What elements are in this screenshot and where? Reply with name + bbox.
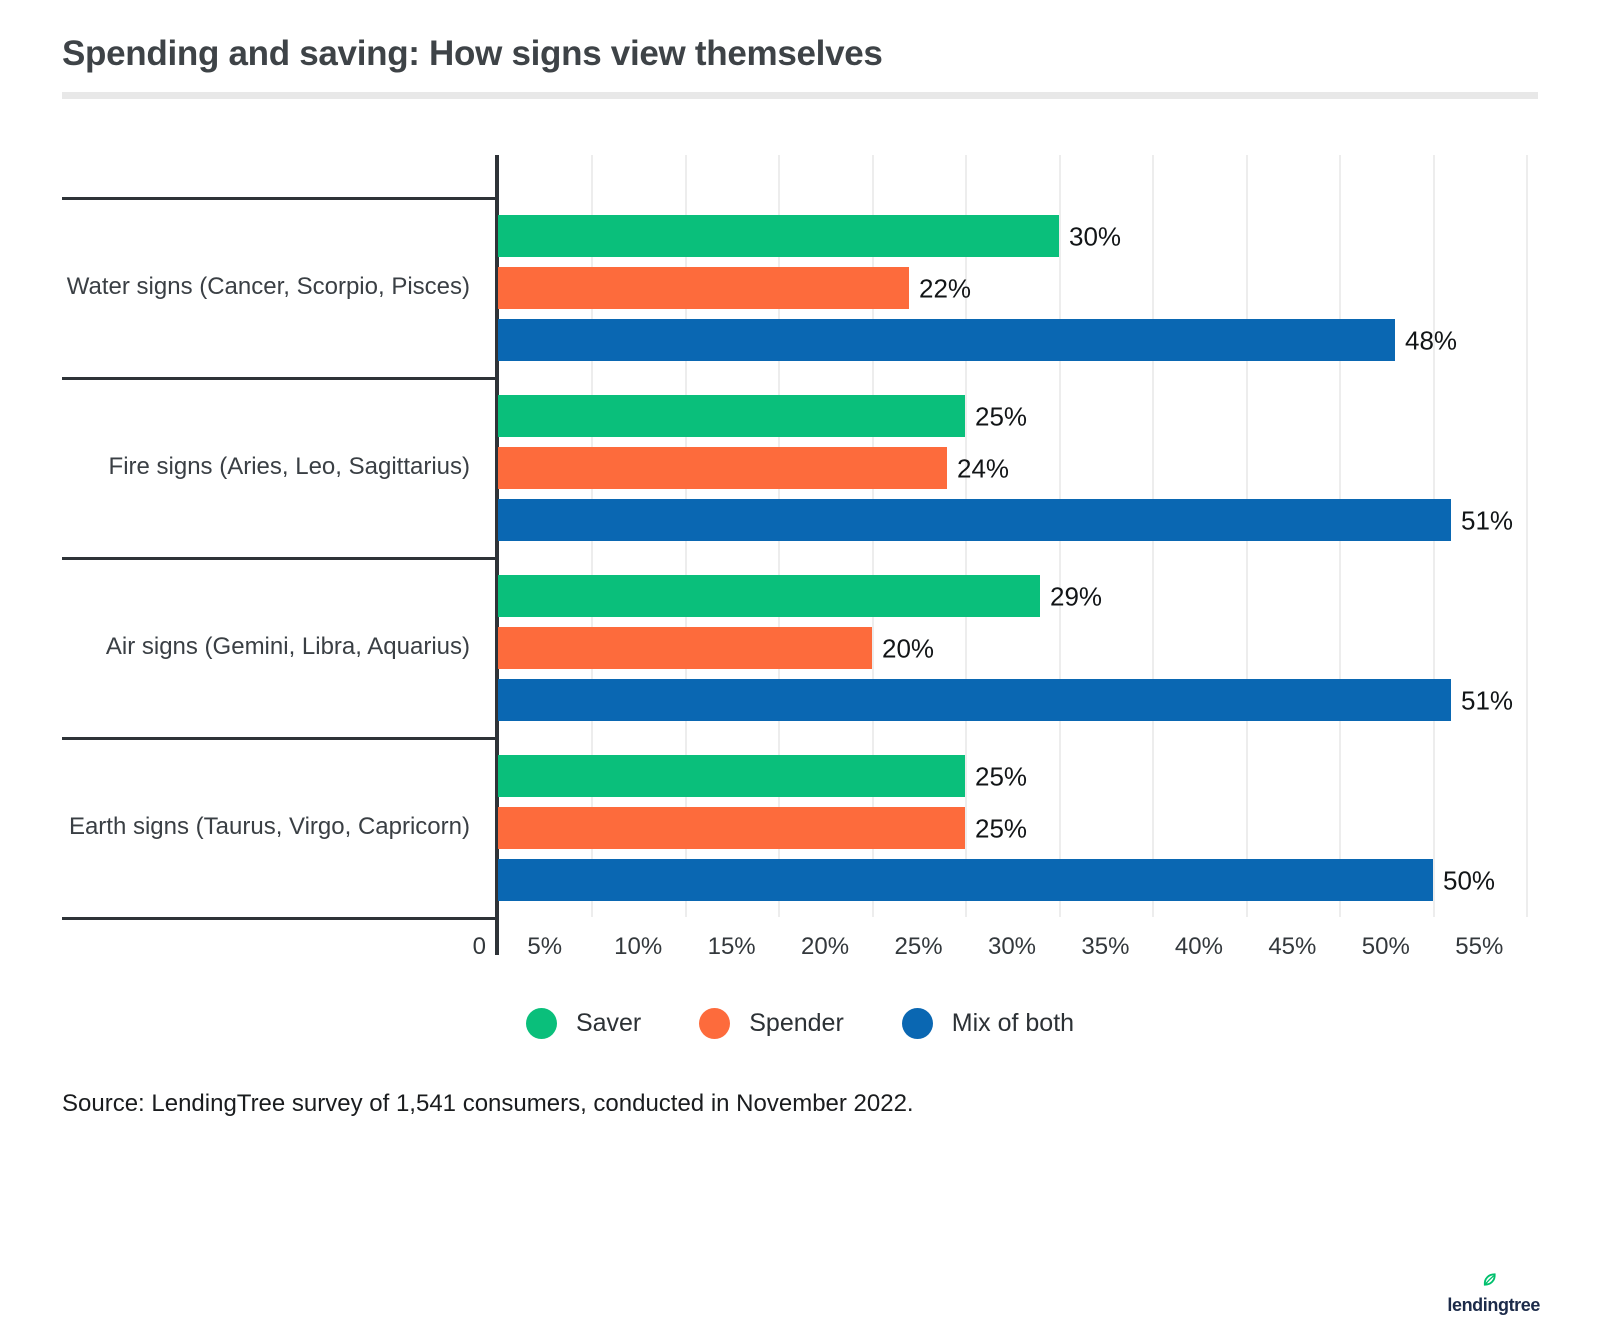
legend-item: Spender — [699, 1008, 844, 1039]
value-label: 30% — [1069, 221, 1122, 252]
category-label: Earth signs (Taurus, Virgo, Capricorn) — [68, 813, 470, 840]
value-label: 25% — [975, 401, 1028, 432]
value-label: 25% — [975, 813, 1028, 844]
x-tick-label: 45% — [1268, 933, 1317, 960]
bar-saver — [498, 215, 1059, 257]
x-tick-label: 0 — [472, 933, 486, 960]
group-separator — [62, 197, 499, 200]
legend: Saver Spender Mix of both — [0, 1008, 1600, 1039]
x-tick-label: 15% — [707, 933, 756, 960]
group-separator — [62, 377, 499, 380]
x-tick-label: 50% — [1361, 933, 1410, 960]
value-label: 20% — [882, 633, 935, 664]
bar-spender — [498, 447, 947, 489]
legend-swatch-icon — [525, 1008, 557, 1039]
legend-label: Saver — [575, 1009, 642, 1037]
page-title: Spending and saving: How signs view them… — [62, 34, 883, 73]
bar-chart: Water signs (Cancer, Scorpio, Pisces) 30%… — [62, 155, 1538, 967]
x-tick-label: 30% — [987, 933, 1037, 960]
bar-saver — [498, 395, 965, 437]
x-tick-label: 55% — [1455, 933, 1504, 960]
x-tick-label: 25% — [894, 933, 943, 960]
bar-mix-of-both — [498, 499, 1451, 541]
value-label: 24% — [957, 453, 1010, 484]
bar-spender — [498, 267, 909, 309]
bar-saver — [498, 575, 1040, 617]
bar-mix-of-both — [498, 319, 1395, 361]
group-separator — [62, 557, 499, 560]
value-label: 51% — [1461, 505, 1514, 536]
group-separator — [62, 917, 499, 920]
value-label: 50% — [1443, 865, 1496, 896]
bar-mix-of-both — [498, 859, 1433, 901]
legend-swatch-icon — [699, 1008, 731, 1039]
category-label: Air signs (Gemini, Libra, Aquarius) — [105, 633, 470, 660]
title-rule — [62, 92, 1538, 99]
value-label: 22% — [919, 273, 972, 304]
value-label: 29% — [1050, 581, 1103, 612]
legend-label: Spender — [749, 1009, 844, 1037]
y-axis-line — [495, 155, 499, 955]
logo-wordmark: lendingtree — [1447, 1295, 1540, 1315]
x-tick-label: 10% — [614, 933, 663, 960]
leaf-icon — [1483, 1273, 1496, 1286]
legend-item: Mix of both — [901, 1008, 1075, 1039]
value-label: 51% — [1461, 685, 1514, 716]
value-label: 48% — [1405, 325, 1458, 356]
lendingtree-logo: lendingtree — [1440, 1272, 1540, 1316]
bar-saver — [498, 755, 965, 797]
bar-mix-of-both — [498, 679, 1451, 721]
category-label: Fire signs (Aries, Leo, Sagittarius) — [108, 453, 470, 480]
group-separator — [62, 737, 499, 740]
bar-spender — [498, 807, 965, 849]
legend-swatch-icon — [901, 1008, 933, 1039]
value-label: 25% — [975, 761, 1028, 792]
x-tick-label: 35% — [1081, 933, 1130, 960]
category-label: Water signs (Cancer, Scorpio, Pisces) — [66, 273, 470, 300]
x-tick-label: 20% — [801, 933, 850, 960]
gridline — [1526, 155, 1528, 917]
source-note: Source: LendingTree survey of 1,541 cons… — [62, 1090, 914, 1117]
x-tick-label: 5% — [527, 933, 563, 960]
x-tick-label: 40% — [1174, 933, 1223, 960]
bar-spender — [498, 627, 872, 669]
legend-item: Saver — [525, 1008, 642, 1039]
legend-label: Mix of both — [951, 1009, 1075, 1037]
